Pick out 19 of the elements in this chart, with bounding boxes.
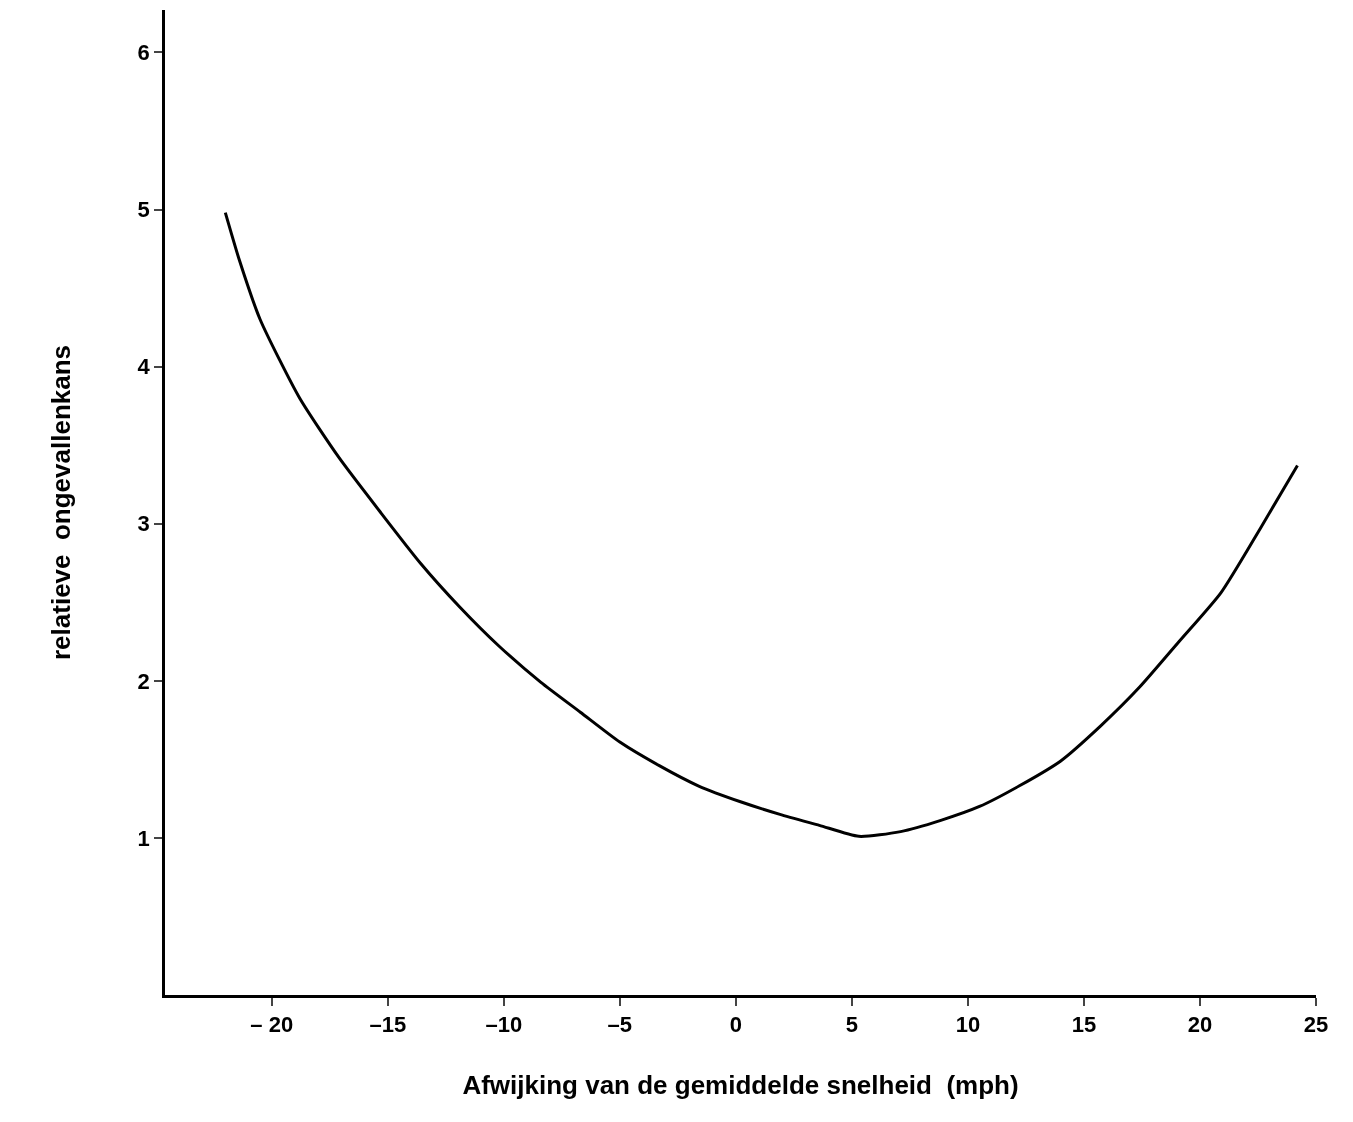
y-tick-label: 6 xyxy=(137,40,150,66)
x-tick-label: –10 xyxy=(485,1012,523,1038)
x-axis-title: Afwijking van de gemiddelde snelheid (mph) xyxy=(462,1069,1019,1100)
x-tick-label: 20 xyxy=(1187,1012,1213,1038)
y-tick-label: 5 xyxy=(137,197,150,223)
x-tick-label: 0 xyxy=(729,1012,742,1038)
y-tick-label: 2 xyxy=(137,668,150,694)
x-tick-label: 25 xyxy=(1303,1012,1329,1038)
x-tick-label: 5 xyxy=(845,1012,859,1038)
x-tick-label: – 20 xyxy=(250,1012,294,1038)
line-series xyxy=(223,211,1299,838)
y-tick-label: 4 xyxy=(137,354,151,380)
y-tick-label: 1 xyxy=(137,825,150,851)
y-tick-label: 3 xyxy=(137,511,150,537)
x-tick-label: –5 xyxy=(607,1012,633,1038)
x-tick-label: 10 xyxy=(955,1012,981,1038)
x-tick-label: 15 xyxy=(1071,1012,1097,1038)
x-tick-label: –15 xyxy=(369,1012,407,1038)
y-axis-title: relatieve ongevallenkans xyxy=(46,344,76,661)
